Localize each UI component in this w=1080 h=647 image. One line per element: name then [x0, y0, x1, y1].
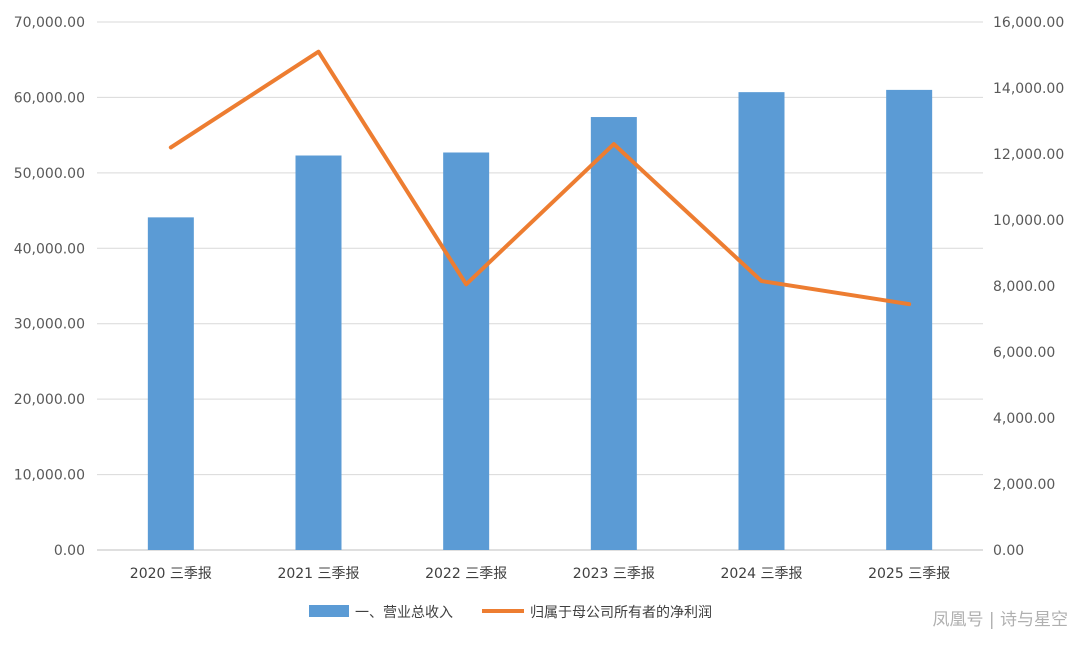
- line-point-net-profit: [317, 50, 320, 54]
- left-tick-label: 70,000.00: [14, 15, 85, 31]
- category-label: 2020 三季报: [130, 566, 212, 582]
- legend-swatch-revenue: [309, 605, 349, 617]
- legend-label-net-profit: 归属于母公司所有者的净利润: [530, 604, 712, 621]
- watermark-text: 凤凰号 | 诗与星空: [932, 610, 1068, 630]
- gridlines: [97, 21, 983, 551]
- right-tick-label: 2,000.00: [993, 477, 1055, 493]
- left-tick-label: 40,000.00: [14, 241, 85, 257]
- bar-revenue: [443, 152, 490, 550]
- right-tick-label: 0.00: [993, 543, 1024, 559]
- line-point-net-profit: [612, 142, 616, 146]
- left-axis-ticks: 0.00 10,000.00 20,000.00 30,000.00 40,000.00…: [14, 15, 85, 559]
- line-point-net-profit: [907, 302, 911, 306]
- right-axis-ticks: 0.00 2,000.00 4,000.00 6,000.00 8,000.00 10,0…: [993, 15, 1064, 559]
- line-point-net-profit: [464, 282, 468, 286]
- category-label: 2025 三季报: [868, 566, 950, 582]
- line-point-net-profit: [169, 145, 173, 149]
- bar-revenue: [295, 155, 342, 550]
- left-tick-label: 20,000.00: [14, 392, 85, 408]
- bar-revenue: [738, 92, 785, 551]
- category-labels: 2020 三季报 2021 三季报 2022 三季报 2023 三季报 2024 三季报…: [130, 566, 950, 582]
- left-tick-label: 60,000.00: [14, 90, 85, 106]
- right-tick-label: 14,000.00: [993, 81, 1064, 97]
- line-point-net-profit: [760, 279, 763, 283]
- bar-revenue: [147, 217, 194, 551]
- right-tick-label: 6,000.00: [993, 345, 1055, 361]
- legend-label-revenue: 一、营业总收入: [355, 605, 453, 621]
- left-tick-label: 30,000.00: [14, 317, 85, 333]
- right-tick-label: 4,000.00: [993, 411, 1055, 427]
- right-tick-label: 16,000.00: [993, 15, 1064, 31]
- category-label: 2023 三季报: [573, 566, 655, 582]
- category-label: 2021 三季报: [277, 566, 359, 582]
- left-tick-label: 50,000.00: [14, 166, 85, 182]
- category-label: 2024 三季报: [720, 566, 802, 582]
- left-tick-label: 10,000.00: [14, 468, 85, 484]
- bar-revenue: [590, 117, 637, 550]
- category-label: 2022 三季报: [425, 566, 507, 582]
- line-net-profit: [168, 49, 912, 307]
- bar-revenue: [886, 89, 933, 550]
- right-tick-label: 8,000.00: [993, 279, 1055, 295]
- legend: 一、营业总收入 归属于母公司所有者的净利润: [309, 604, 712, 621]
- right-tick-label: 12,000.00: [993, 147, 1064, 163]
- net-profit-line: [168, 49, 912, 307]
- left-tick-label: 0.00: [54, 543, 85, 559]
- right-tick-label: 10,000.00: [993, 213, 1064, 229]
- revenue-bars: [147, 89, 933, 551]
